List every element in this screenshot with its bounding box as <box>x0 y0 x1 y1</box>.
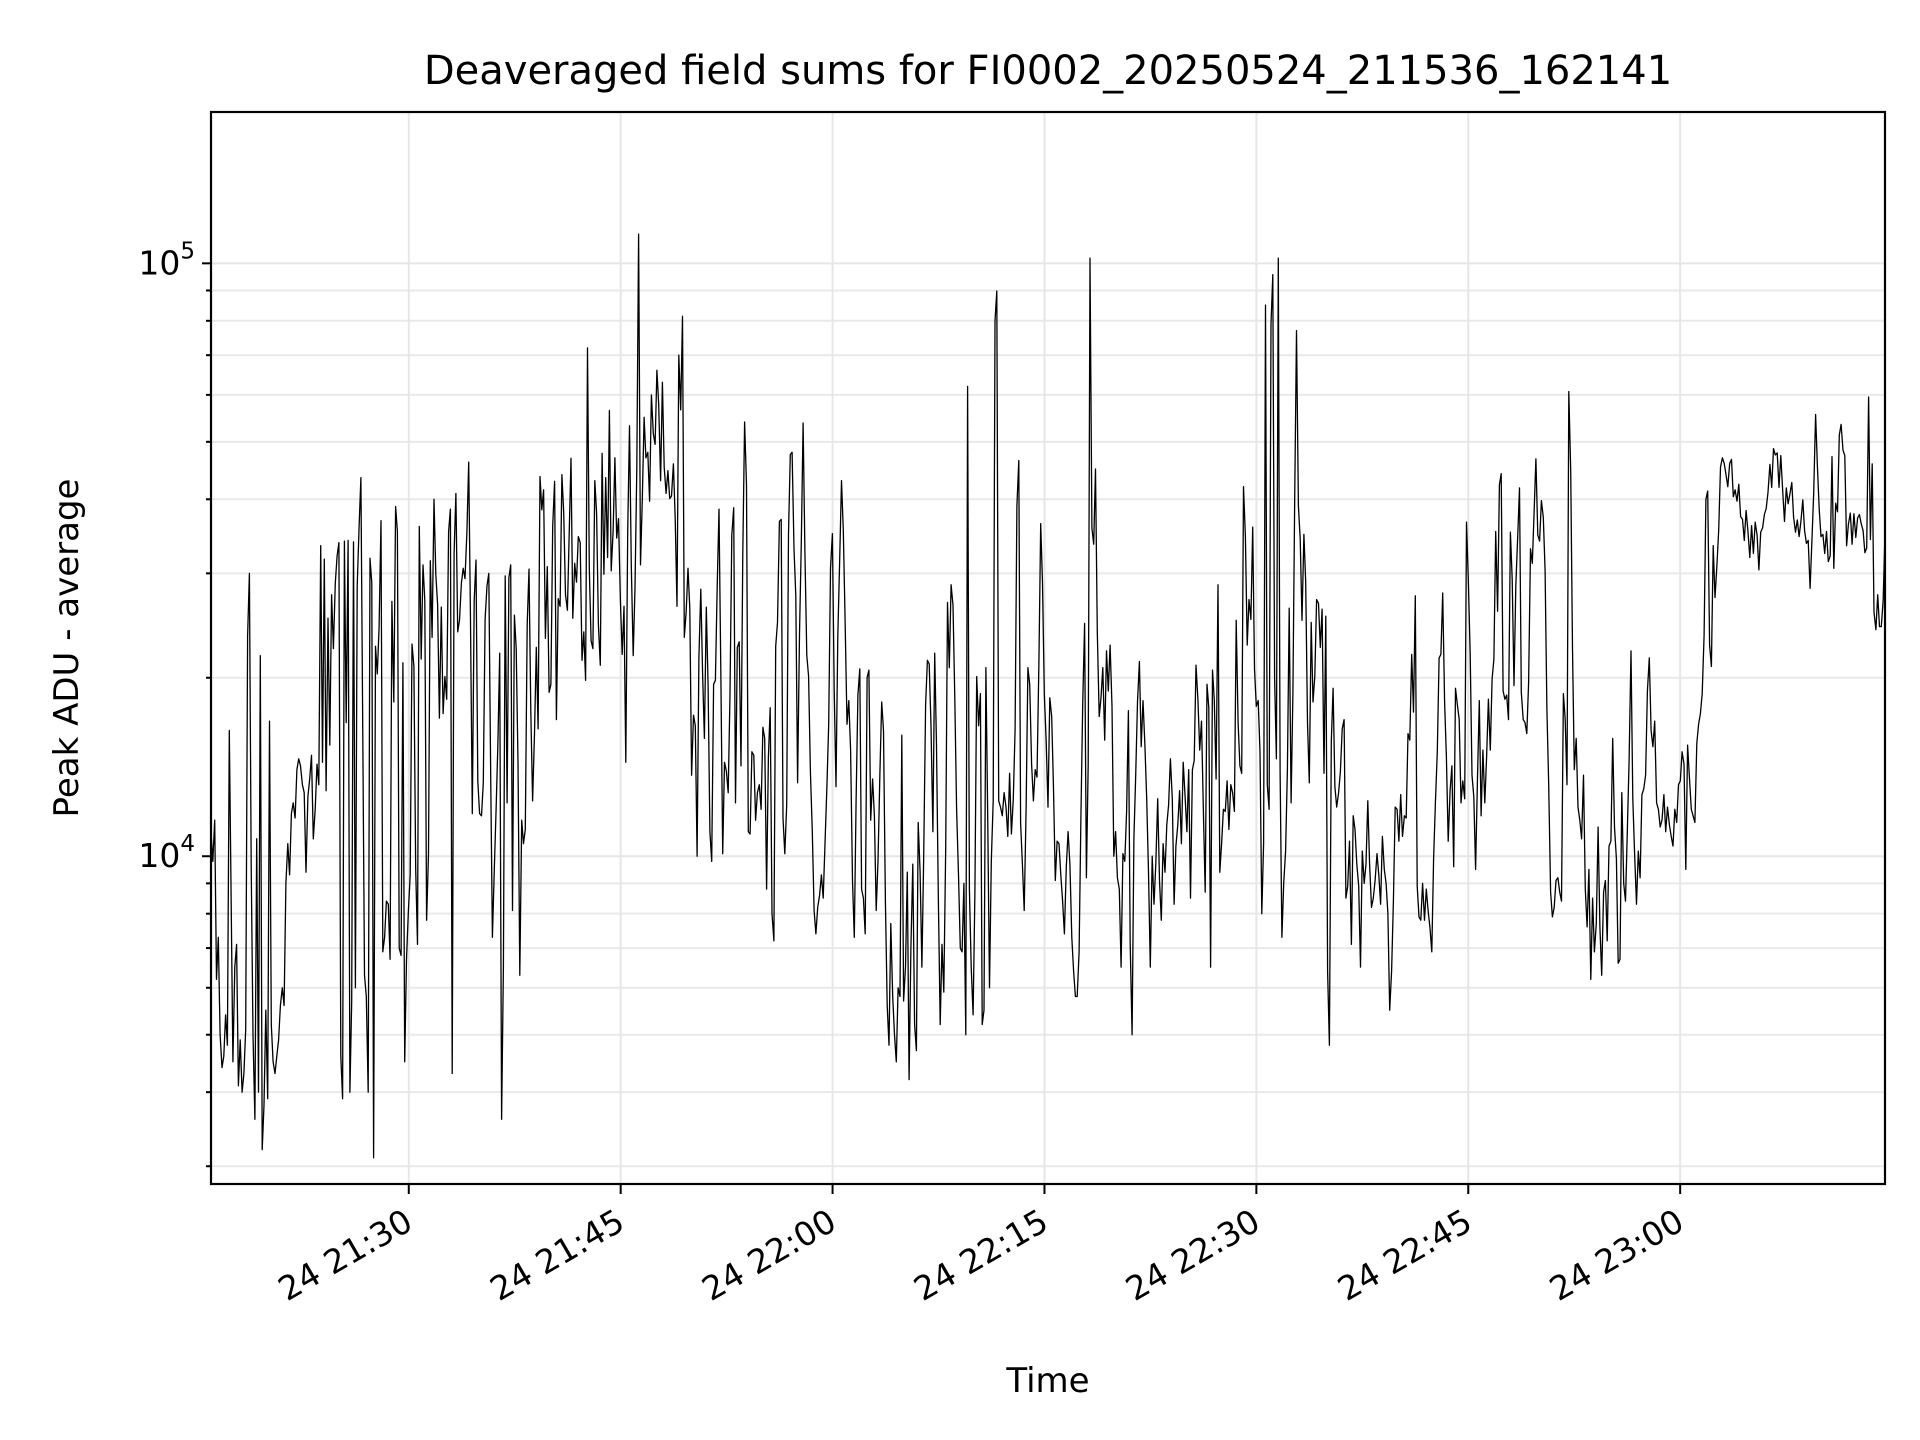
y-axis: 104 105 <box>138 238 211 1168</box>
x-tick-label: 24 22:15 <box>907 1201 1054 1309</box>
x-axis: 24 21:30 24 21:45 24 22:00 24 22:15 24 22:30… <box>271 1184 1690 1309</box>
series-layer <box>210 233 1886 1159</box>
series-line <box>210 233 1886 1159</box>
x-tick-label: 24 22:45 <box>1331 1201 1478 1309</box>
y-axis-label: Peak ADU - average <box>47 479 87 818</box>
x-tick-label: 24 21:45 <box>483 1201 630 1309</box>
grid <box>211 112 1885 1184</box>
y-tick-label: 105 <box>138 238 195 282</box>
x-tick-label: 24 23:00 <box>1543 1201 1690 1309</box>
y-tick-label: 104 <box>138 831 195 875</box>
plot-frame <box>209 110 1887 1186</box>
x-tick-label: 24 22:00 <box>695 1201 842 1309</box>
x-tick-label: 24 22:30 <box>1119 1201 1266 1309</box>
x-axis-label: Time <box>1005 1361 1089 1401</box>
chart-title: Deaveraged field sums for FI0002_2025052… <box>424 48 1672 94</box>
x-tick-label: 24 21:30 <box>271 1201 418 1309</box>
